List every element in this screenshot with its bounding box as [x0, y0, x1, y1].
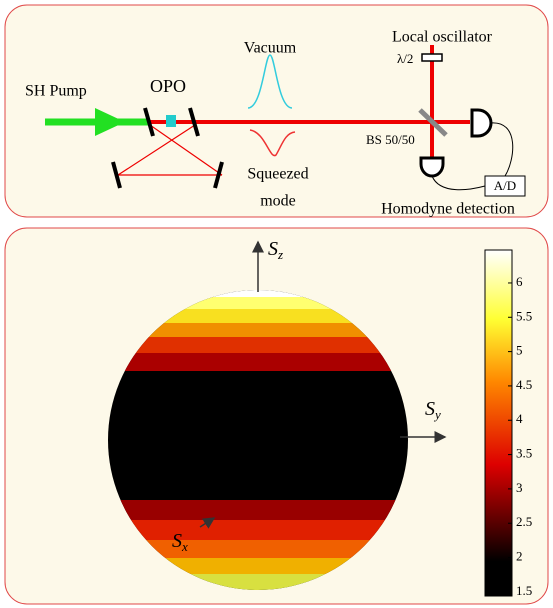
half-wave-label: λ/2	[397, 51, 413, 66]
squeezed-label: mode	[260, 193, 296, 210]
tick-label: 3.5	[516, 446, 532, 461]
opo-label: OPO	[150, 76, 186, 96]
bs-label: BS 50/50	[366, 132, 415, 147]
axis-symbol: S	[268, 238, 278, 260]
vacuum-label: Vacuum	[244, 40, 297, 57]
axis-subscript: y	[433, 407, 441, 422]
colorbar	[485, 250, 512, 596]
lo-label: Local oscillator	[392, 29, 493, 46]
axis-subscript: x	[181, 539, 188, 554]
detection-label: Homodyne detection	[381, 201, 515, 218]
ad-label: A/D	[494, 178, 516, 193]
pump-label: SH Pump	[25, 83, 87, 100]
tick-label: 5.5	[516, 308, 532, 323]
tick-label: 4	[516, 411, 523, 426]
squeezed-label: Squeezed	[247, 166, 308, 183]
tick-label: 2.5	[516, 514, 532, 529]
tick-label: 4.5	[516, 377, 532, 392]
tick-label: 6	[516, 274, 523, 289]
figure: SH Pump OPO Vacuum Squeezed mode Local o…	[0, 0, 553, 608]
tick-label: 3	[516, 480, 523, 495]
axis-symbol: S	[425, 398, 435, 420]
tick-label: 5	[516, 343, 523, 358]
tick-label: 2	[516, 549, 523, 564]
axis-subscript: z	[277, 247, 283, 262]
tick-label: 1.5	[516, 583, 532, 598]
axis-symbol: S	[172, 530, 182, 552]
